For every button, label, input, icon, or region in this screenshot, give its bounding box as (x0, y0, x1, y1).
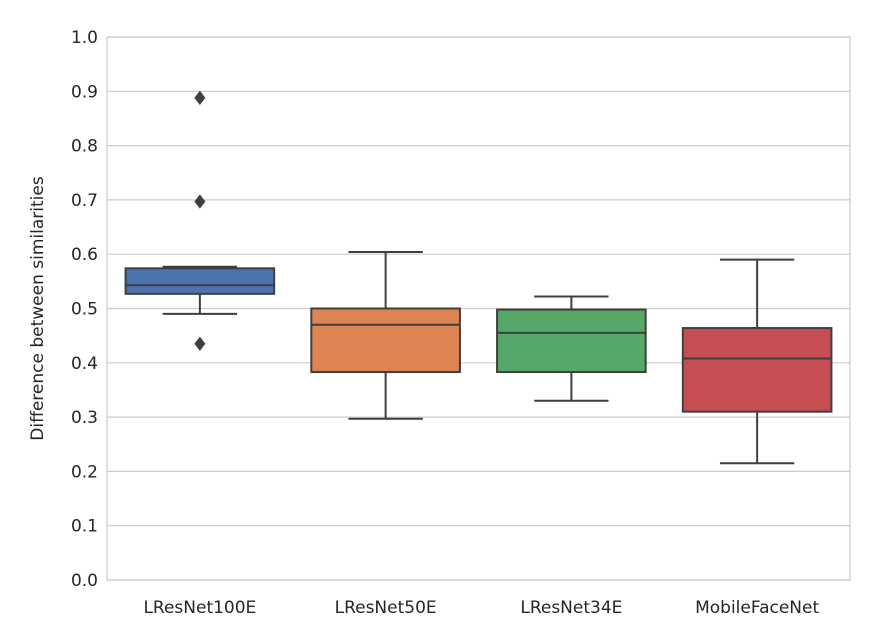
plot-frame (106, 36, 851, 581)
y-tick-label: 0.6 (71, 245, 98, 265)
x-tick-label: LResNet100E (143, 598, 256, 617)
y-tick-label: 0.4 (71, 354, 98, 374)
x-tick-label: MobileFaceNet (695, 598, 819, 617)
outlier-point (194, 90, 206, 105)
box-group (124, 90, 276, 351)
y-tick-label: 0.0 (71, 571, 98, 591)
box-iqr (496, 308, 647, 374)
y-tick-label: 0.3 (71, 408, 98, 428)
x-tick-label: LResNet50E (335, 598, 437, 617)
y-tick-label: 0.2 (71, 462, 98, 482)
boxes (124, 90, 833, 465)
y-tick-label: 0.8 (71, 137, 98, 157)
box-iqr (124, 267, 276, 295)
box-iqr (310, 307, 461, 374)
box-group (496, 295, 647, 402)
y-tick-labels: 0.0 0.1 0.2 0.3 0.4 0.5 0.6 0.7 0.8 0.9 1.0 (71, 28, 98, 591)
y-tick-label: 0.9 (71, 82, 98, 102)
outlier-point (194, 336, 206, 351)
grid-lines (107, 36, 850, 581)
y-tick-label: 0.7 (71, 191, 98, 211)
x-tick-label: LResNet34E (520, 598, 622, 617)
y-tick-label: 0.5 (71, 300, 98, 320)
box-group (681, 258, 833, 465)
box-group (310, 251, 461, 420)
box-iqr (681, 327, 833, 413)
outlier-point (194, 194, 206, 209)
y-tick-label: 1.0 (71, 28, 98, 48)
y-axis-label: Difference between similarities (28, 176, 48, 441)
y-tick-label: 0.1 (71, 517, 98, 537)
x-tick-labels: LResNet100E LResNet50E LResNet34E MobileFac… (143, 598, 819, 617)
